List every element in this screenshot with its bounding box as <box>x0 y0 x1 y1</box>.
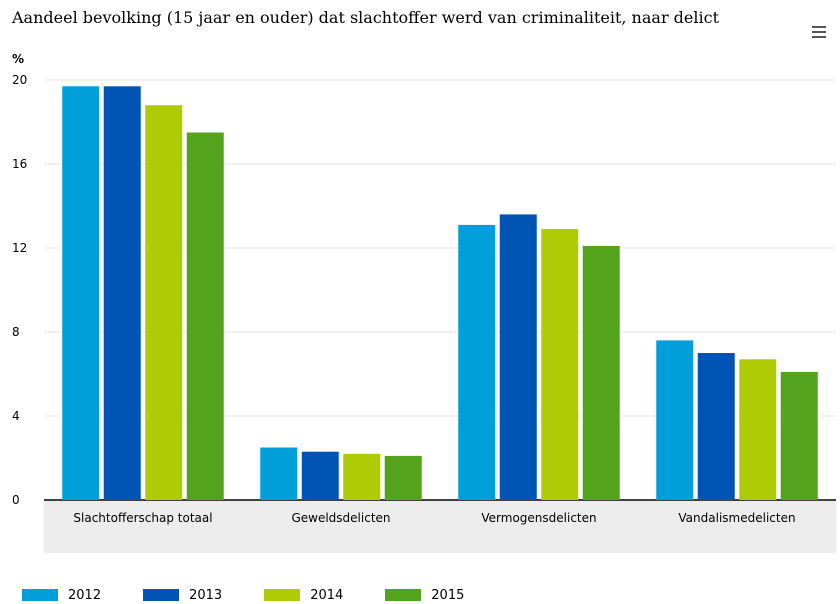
bar-2014-1[interactable] <box>343 453 381 500</box>
legend-swatch <box>264 589 301 601</box>
legend-item-2015[interactable]: 2015 <box>385 586 464 604</box>
legend-swatch <box>385 589 422 601</box>
category-axis-band <box>44 501 836 553</box>
bar-2012-1[interactable] <box>260 447 298 501</box>
y-tick-label: 0 <box>12 493 20 507</box>
bar-2012-3[interactable] <box>656 340 694 500</box>
bar-2013-0[interactable] <box>103 86 141 501</box>
bar-2015-3[interactable] <box>780 371 818 500</box>
y-tick-label: 4 <box>12 409 20 423</box>
chart-title: Aandeel bevolking (15 jaar en ouder) dat… <box>12 8 720 27</box>
bar-2014-2[interactable] <box>541 229 579 500</box>
legend: 2012 2013 2014 2015 <box>22 586 506 604</box>
bar-2012-2[interactable] <box>458 224 496 500</box>
bar-2015-2[interactable] <box>582 245 620 500</box>
hamburger-menu-icon[interactable] <box>812 26 826 38</box>
bar-2013-2[interactable] <box>499 214 537 500</box>
category-label: Slachtofferschap totaal <box>73 511 212 525</box>
legend-swatch <box>143 589 180 601</box>
y-tick-label: 8 <box>12 325 20 339</box>
legend-swatch <box>22 589 58 601</box>
legend-label: 2013 <box>189 587 223 603</box>
bar-2015-1[interactable] <box>384 455 422 500</box>
legend-label: 2012 <box>68 587 102 603</box>
legend-item-2012[interactable]: 2012 <box>22 586 101 604</box>
bar-2013-3[interactable] <box>697 353 735 500</box>
bar-2014-0[interactable] <box>145 105 183 500</box>
bar-2014-3[interactable] <box>739 359 777 500</box>
y-axis-unit: % <box>12 52 25 66</box>
y-tick-label: 12 <box>12 241 27 255</box>
y-tick-label: 16 <box>12 157 27 171</box>
bar-2012-0[interactable] <box>62 86 100 501</box>
category-label: Geweldsdelicten <box>291 511 390 525</box>
legend-label: 2014 <box>310 587 344 603</box>
category-label: Vermogensdelicten <box>481 511 596 525</box>
category-label: Vandalismedelicten <box>678 511 795 525</box>
y-tick-label: 20 <box>12 73 27 87</box>
bar-chart: 0 4 8 12 16 20 Slachtofferschap totaal Geweldsd… <box>12 73 836 553</box>
bar-2013-1[interactable] <box>301 451 339 500</box>
legend-label: 2015 <box>431 587 465 603</box>
legend-item-2013[interactable]: 2013 <box>143 586 222 604</box>
bar-2015-0[interactable] <box>186 132 224 501</box>
legend-item-2014[interactable]: 2014 <box>264 586 343 604</box>
